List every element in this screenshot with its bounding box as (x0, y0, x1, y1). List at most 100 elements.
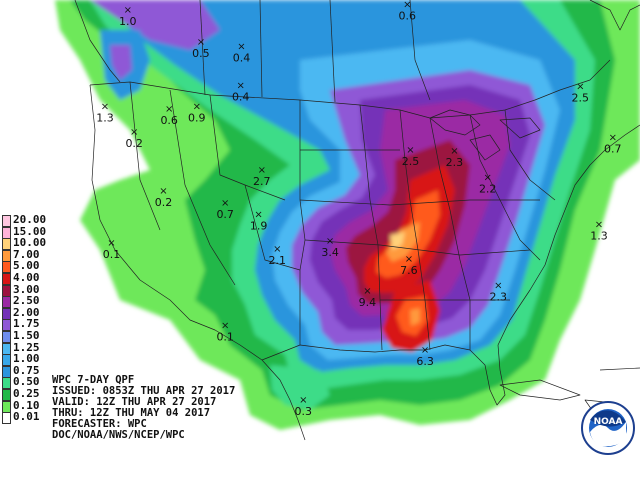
legend-swatch (2, 249, 11, 262)
point-marker: × (237, 42, 245, 53)
legend-row: 0.25 (0, 386, 48, 401)
point-marker: × (450, 146, 458, 157)
legend-row: 1.75 (0, 317, 48, 332)
point-value: 0.4 (233, 52, 251, 65)
legend-row: 1.25 (0, 341, 48, 355)
point-value-labels: ×1.0×0.5 ×0.4×0.6×0.4×0.9×0.6×1.3×0.2×2.5… (96, 0, 621, 418)
point-value: 2.3 (446, 156, 464, 169)
legend-row: 5.00 (0, 259, 48, 274)
legend-row: 7.00 (0, 247, 48, 262)
legend-row: 0.01 (0, 410, 48, 425)
legend-row: 4.00 (0, 270, 48, 285)
info-issued: ISSUED: 0853Z THU APR 27 2017 (52, 385, 236, 397)
legend-swatch (2, 330, 11, 343)
legend-row: 15.00 (0, 224, 48, 239)
legend-swatch (2, 261, 11, 274)
point-value: 2.7 (253, 175, 271, 188)
legend-label: 7.00 (13, 247, 40, 261)
product-info: WPC 7-DAY QPF ISSUED: 0853Z THU APR 27 2… (52, 375, 322, 441)
legend-label: 0.25 (13, 386, 40, 400)
point-value: 0.7 (604, 143, 622, 156)
point-value: 6.3 (416, 355, 434, 368)
point-value: 0.1 (103, 248, 121, 261)
point-marker: × (237, 80, 245, 91)
legend-swatch (2, 354, 11, 367)
legend-swatch (2, 342, 11, 355)
legend-label: 5.00 (13, 259, 40, 273)
legend-row: 0.75 (0, 363, 48, 378)
legend-row: 1.50 (0, 329, 48, 343)
info-valid: VALID: 12Z THU APR 27 2017 (52, 396, 217, 408)
point-value: 1.0 (119, 15, 137, 28)
point-value: 0.1 (216, 330, 234, 343)
legend-swatch (2, 272, 11, 285)
point-marker: × (405, 254, 413, 265)
legend-label: 0.50 (13, 375, 40, 389)
legend-swatch (2, 400, 11, 413)
point-value: 1.9 (250, 219, 268, 232)
legend-swatch (2, 238, 11, 251)
point-marker: × (403, 0, 411, 10)
info-thru: THRU: 12Z THU MAY 04 2017 (52, 407, 211, 419)
precip-legend: 20.00 15.00 10.00 7.00 5.00 4.00 3.00 2.50 2.00 1… (0, 214, 48, 425)
point-marker: × (101, 102, 109, 113)
point-marker: × (326, 236, 334, 247)
point-marker: × (221, 320, 229, 331)
point-value: 0.6 (399, 9, 417, 22)
legend-row: 2.50 (0, 294, 48, 309)
point-marker: × (273, 244, 281, 255)
legend-label: 2.00 (13, 305, 40, 319)
info-source: DOC/NOAA/NWS/NCEP/WPC (52, 429, 185, 441)
point-marker: × (197, 37, 205, 48)
legend-label: 4.00 (13, 270, 40, 284)
point-marker: × (165, 104, 173, 115)
point-value: 2.5 (402, 155, 420, 168)
point-value: 3.4 (321, 246, 339, 259)
legend-label: 3.00 (13, 282, 40, 296)
point-value: 0.5 (192, 47, 210, 60)
point-marker: × (254, 209, 262, 220)
legend-label: 2.50 (13, 294, 40, 308)
point-value: 9.4 (359, 296, 377, 309)
point-marker: × (484, 173, 492, 184)
point-value: 0.3 (295, 405, 313, 418)
legend-label: 1.00 (13, 352, 40, 366)
legend-label: 15.00 (13, 224, 47, 238)
point-value: 1.3 (96, 112, 114, 125)
point-value: 2.3 (490, 290, 508, 303)
boundaries (74, 0, 640, 441)
legend-swatch (2, 412, 11, 425)
legend-swatch (2, 377, 11, 390)
point-marker: × (159, 186, 167, 197)
legend-row: 3.00 (0, 282, 48, 297)
point-marker: × (258, 165, 266, 176)
point-marker: × (221, 198, 229, 209)
point-value: 2.2 (479, 183, 497, 196)
point-marker: × (193, 102, 201, 113)
legend-swatch (2, 388, 11, 401)
point-marker: × (609, 133, 617, 144)
point-marker: × (130, 127, 138, 138)
point-value: 0.4 (232, 90, 250, 103)
legend-label: 0.01 (13, 410, 40, 424)
point-marker: × (576, 82, 584, 93)
point-marker: × (421, 345, 429, 356)
legend-swatch (2, 319, 11, 332)
legend-row: 1.00 (0, 352, 48, 367)
point-value: 0.7 (216, 208, 234, 221)
legend-swatch (2, 215, 11, 227)
legend-label: 0.75 (13, 363, 40, 377)
point-value: 1.3 (590, 229, 608, 242)
legend-swatch (2, 365, 11, 378)
legend-swatch (2, 226, 11, 239)
legend-label: 0.10 (13, 398, 40, 412)
point-marker: × (363, 286, 371, 297)
noaa-logo-text: NOAA (594, 417, 623, 427)
point-marker: × (595, 219, 603, 230)
point-value: 0.2 (125, 137, 143, 150)
legend-label: 1.75 (13, 317, 40, 331)
legend-row: 20.00 (0, 214, 48, 227)
noaa-logo: NOAA (581, 401, 635, 455)
info-forecaster: FORECASTER: WPC (52, 418, 147, 430)
